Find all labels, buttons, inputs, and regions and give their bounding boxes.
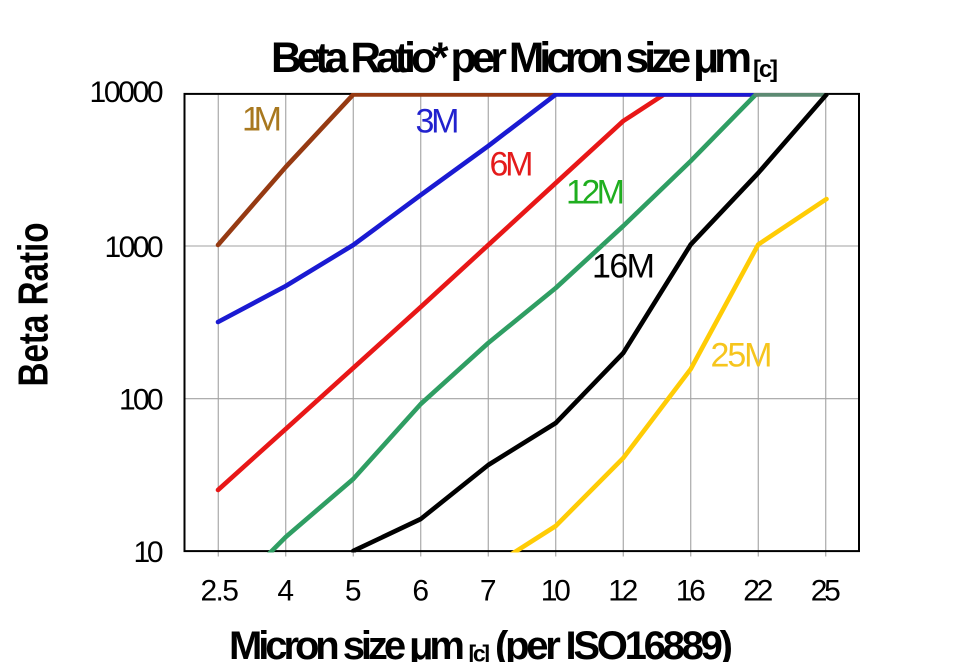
- svg-text:6M: 6M: [490, 146, 534, 184]
- svg-text:4: 4: [277, 574, 294, 607]
- svg-text:16M: 16M: [592, 248, 655, 286]
- svg-text:10: 10: [541, 574, 571, 607]
- svg-text:25: 25: [811, 574, 841, 607]
- svg-text:[c]: [c]: [469, 641, 491, 662]
- svg-text:Beta Ratio* per Micron size μm: Beta Ratio* per Micron size μm: [271, 35, 752, 82]
- svg-text:2.5: 2.5: [200, 574, 239, 607]
- svg-text:(per ISO16889): (per ISO16889): [495, 624, 733, 662]
- svg-text:Micron size μm: Micron size μm: [229, 624, 465, 662]
- svg-text:1000: 1000: [105, 231, 164, 264]
- svg-text:[c]: [c]: [753, 56, 778, 83]
- svg-text:25M: 25M: [711, 337, 773, 375]
- svg-text:3M: 3M: [416, 102, 460, 140]
- svg-text:10: 10: [134, 536, 164, 569]
- svg-text:6: 6: [412, 574, 429, 607]
- svg-text:7: 7: [480, 574, 497, 607]
- svg-text:100: 100: [119, 384, 164, 417]
- svg-text:12M: 12M: [566, 174, 625, 212]
- svg-text:12: 12: [608, 574, 638, 607]
- svg-text:16: 16: [676, 574, 706, 607]
- svg-text:1M: 1M: [242, 101, 282, 139]
- svg-text:5: 5: [345, 574, 362, 607]
- svg-text:Beta Ratio: Beta Ratio: [10, 223, 57, 387]
- svg-text:22: 22: [743, 574, 773, 607]
- svg-text:10000: 10000: [90, 76, 164, 109]
